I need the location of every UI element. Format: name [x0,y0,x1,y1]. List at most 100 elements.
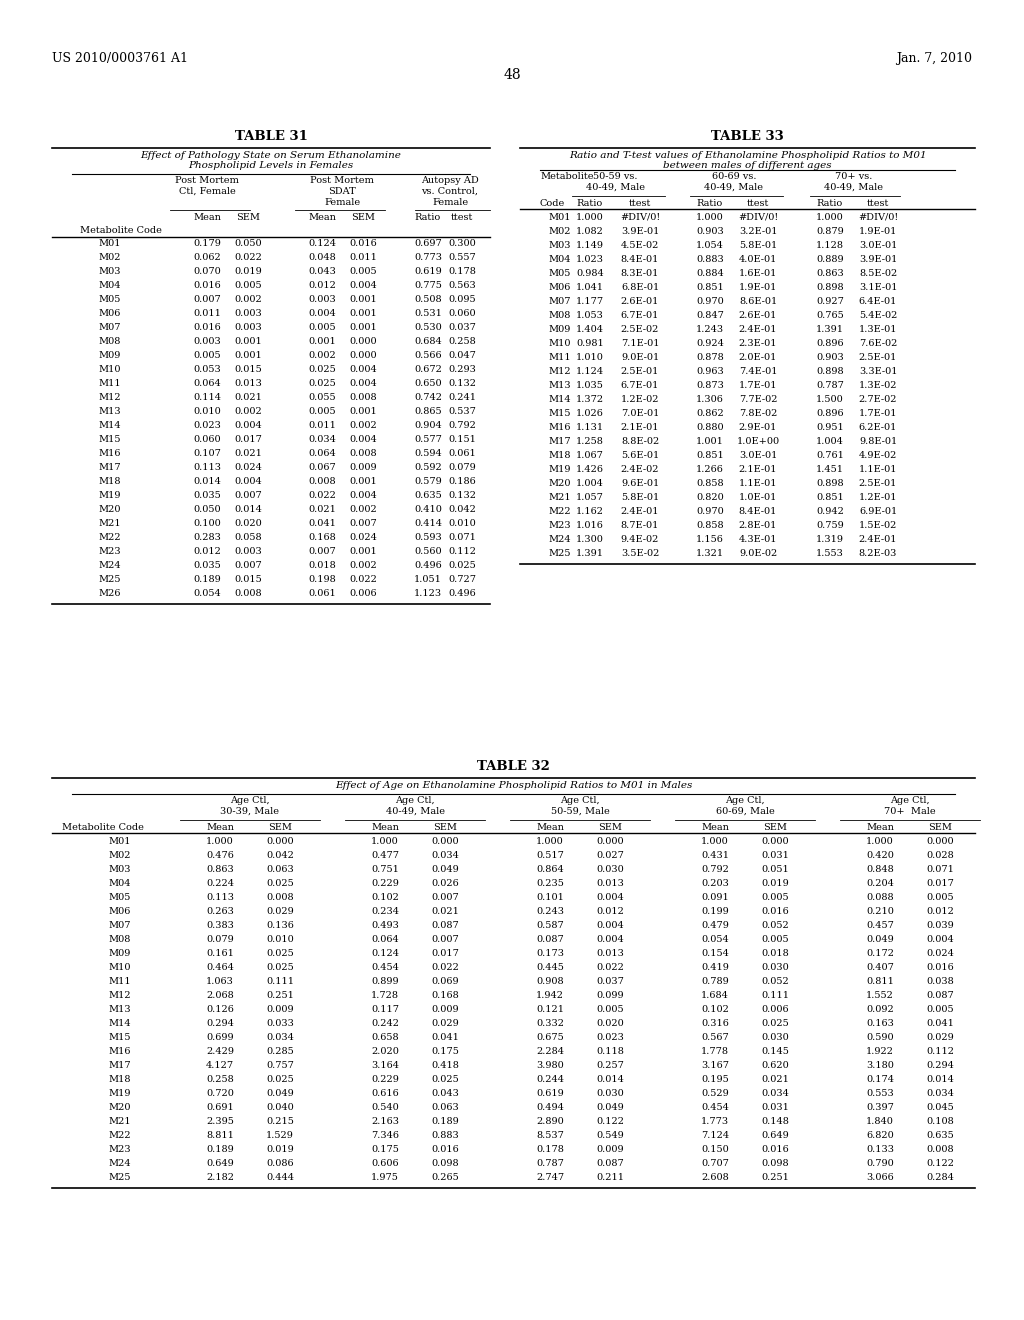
Text: 2.9E-01: 2.9E-01 [738,422,777,432]
Text: 0.199: 0.199 [701,907,729,916]
Text: 0.009: 0.009 [596,1144,624,1154]
Text: 0.011: 0.011 [349,253,377,261]
Text: 0.896: 0.896 [816,339,844,348]
Text: 0.054: 0.054 [194,589,221,598]
Text: 1.000: 1.000 [537,837,564,846]
Text: 0.619: 0.619 [537,1089,564,1098]
Text: 0.091: 0.091 [701,894,729,902]
Text: 0.899: 0.899 [371,977,398,986]
Text: 0.025: 0.025 [308,366,336,374]
Text: M18: M18 [109,1074,131,1084]
Text: M09: M09 [98,351,121,360]
Text: 0.963: 0.963 [696,367,724,376]
Text: 2.4E-01: 2.4E-01 [859,535,897,544]
Text: 0.001: 0.001 [234,337,262,346]
Text: Metabolite: Metabolite [540,172,594,181]
Text: M17: M17 [548,437,570,446]
Text: 0.102: 0.102 [371,894,399,902]
Text: 0.029: 0.029 [431,1019,459,1028]
Text: M21: M21 [109,1117,131,1126]
Text: 2.1E-01: 2.1E-01 [621,422,659,432]
Text: 0.454: 0.454 [701,1104,729,1111]
Text: Age Ctl,
50-59, Male: Age Ctl, 50-59, Male [551,796,609,816]
Text: Ratio: Ratio [817,199,843,209]
Text: 0.493: 0.493 [371,921,399,931]
Text: 1.041: 1.041 [575,282,604,292]
Text: 0.004: 0.004 [349,379,377,388]
Text: 1.773: 1.773 [701,1117,729,1126]
Text: 0.022: 0.022 [234,253,262,261]
Text: 1.552: 1.552 [866,991,894,1001]
Text: 3.9E-01: 3.9E-01 [859,255,897,264]
Text: 0.229: 0.229 [371,1074,399,1084]
Text: 0.151: 0.151 [449,436,476,444]
Text: 1.6E-01: 1.6E-01 [738,269,777,279]
Text: 4.127: 4.127 [206,1061,234,1071]
Text: 6.2E-01: 6.2E-01 [859,422,897,432]
Text: Mean: Mean [371,822,399,832]
Text: 2.747: 2.747 [536,1173,564,1181]
Text: 0.001: 0.001 [349,309,377,318]
Text: 0.970: 0.970 [696,507,724,516]
Text: 1.000: 1.000 [866,837,894,846]
Text: 0.067: 0.067 [308,463,336,473]
Text: 0.008: 0.008 [266,894,294,902]
Text: 0.071: 0.071 [926,865,954,874]
Text: 0.884: 0.884 [696,269,724,279]
Text: 0.942: 0.942 [816,507,844,516]
Text: M19: M19 [109,1089,131,1098]
Text: 0.178: 0.178 [536,1144,564,1154]
Text: 0.898: 0.898 [816,282,844,292]
Text: 3.2E-01: 3.2E-01 [738,227,777,236]
Text: M07: M07 [548,297,570,306]
Text: 0.984: 0.984 [577,269,604,279]
Text: M23: M23 [548,521,570,531]
Text: 0.117: 0.117 [371,1005,399,1014]
Text: 0.122: 0.122 [596,1117,624,1126]
Text: 0.124: 0.124 [371,949,399,958]
Text: M17: M17 [109,1061,131,1071]
Text: 3.164: 3.164 [371,1061,399,1071]
Text: 0.879: 0.879 [816,227,844,236]
Text: 0.000: 0.000 [349,351,377,360]
Text: 0.011: 0.011 [194,309,221,318]
Text: 0.034: 0.034 [926,1089,954,1098]
Text: M26: M26 [98,589,121,598]
Text: 0.332: 0.332 [536,1019,564,1028]
Text: 0.006: 0.006 [349,589,377,598]
Text: M13: M13 [98,407,121,416]
Text: 0.087: 0.087 [596,1159,624,1168]
Text: 3.980: 3.980 [537,1061,564,1071]
Text: 0.476: 0.476 [206,851,233,861]
Text: M17: M17 [98,463,121,473]
Text: 0.294: 0.294 [926,1061,954,1071]
Text: 0.773: 0.773 [414,253,442,261]
Text: 0.540: 0.540 [371,1104,399,1111]
Text: 0.012: 0.012 [926,907,954,916]
Text: 1.0E-01: 1.0E-01 [738,492,777,502]
Text: 0.098: 0.098 [431,1159,459,1168]
Text: 0.464: 0.464 [206,964,233,972]
Text: 9.0E-02: 9.0E-02 [739,549,777,558]
Text: 0.883: 0.883 [431,1131,459,1140]
Text: 1.975: 1.975 [371,1173,399,1181]
Text: SEM: SEM [433,822,457,832]
Text: 0.175: 0.175 [431,1047,459,1056]
Text: 0.579: 0.579 [414,477,442,486]
Text: 0.004: 0.004 [349,281,377,290]
Text: 0.113: 0.113 [193,463,221,473]
Text: M25: M25 [98,576,121,583]
Text: ttest: ttest [451,213,473,222]
Text: 0.820: 0.820 [696,492,724,502]
Text: 2.1E-01: 2.1E-01 [738,465,777,474]
Text: M03: M03 [109,865,131,874]
Text: 0.050: 0.050 [194,506,221,513]
Text: 0.005: 0.005 [194,351,221,360]
Text: 0.002: 0.002 [349,421,377,430]
Text: M10: M10 [548,339,570,348]
Text: 5.8E-01: 5.8E-01 [739,242,777,249]
Text: 0.587: 0.587 [537,921,564,931]
Text: 0.063: 0.063 [266,865,294,874]
Text: 0.244: 0.244 [536,1074,564,1084]
Text: 0.007: 0.007 [194,294,221,304]
